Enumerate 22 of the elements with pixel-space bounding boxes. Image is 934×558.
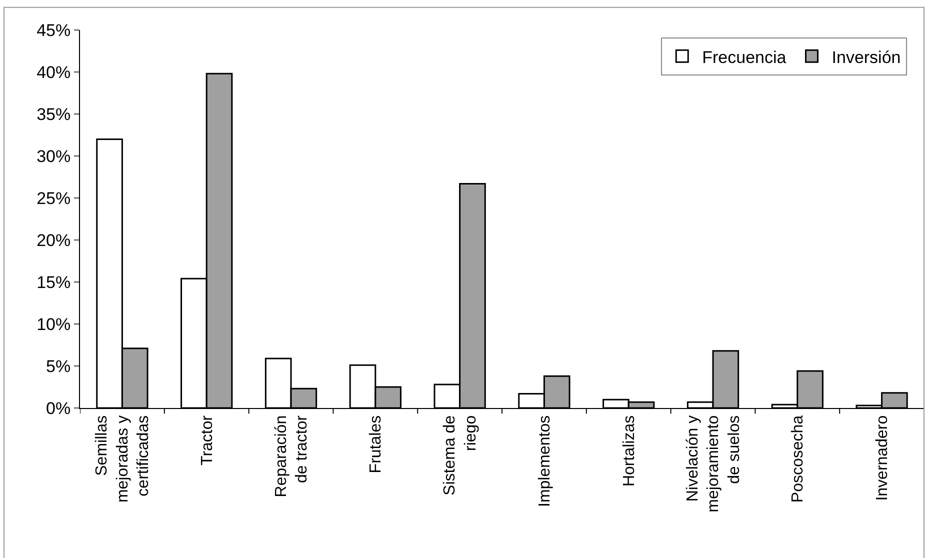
legend-label: Inversión — [832, 48, 901, 67]
x-tick-label: Reparación de tractor — [272, 414, 311, 498]
y-tick-label: 15% — [36, 272, 71, 292]
y-tick-label: 0% — [46, 398, 71, 418]
x-tick-label: Tractor — [198, 414, 216, 466]
legend-label: Frecuencia — [702, 48, 787, 67]
x-tick-label: Implementos — [536, 415, 554, 507]
y-tick-label: 25% — [36, 188, 71, 208]
y-tick-label: 45% — [36, 20, 71, 40]
x-tick-label: Nivelación y mejoramiento de suelos — [684, 415, 743, 512]
y-tick-label: 20% — [36, 230, 71, 250]
x-tick-label: Poscosecha — [790, 415, 807, 503]
y-tick-label: 40% — [36, 62, 71, 82]
x-tick-label: Semillas mejoradas y certificadas — [94, 415, 152, 503]
x-tick-label: Invernadero — [874, 415, 891, 501]
y-tick-label: 5% — [46, 356, 71, 376]
x-tick-label: Frutales — [368, 415, 385, 474]
y-tick-label: 30% — [36, 146, 71, 166]
x-tick-label: Sistema de riego — [442, 415, 480, 496]
x-tick-label: Hortalizas — [620, 415, 638, 487]
y-tick-label: 35% — [36, 104, 71, 124]
y-tick-label: 10% — [36, 314, 71, 334]
